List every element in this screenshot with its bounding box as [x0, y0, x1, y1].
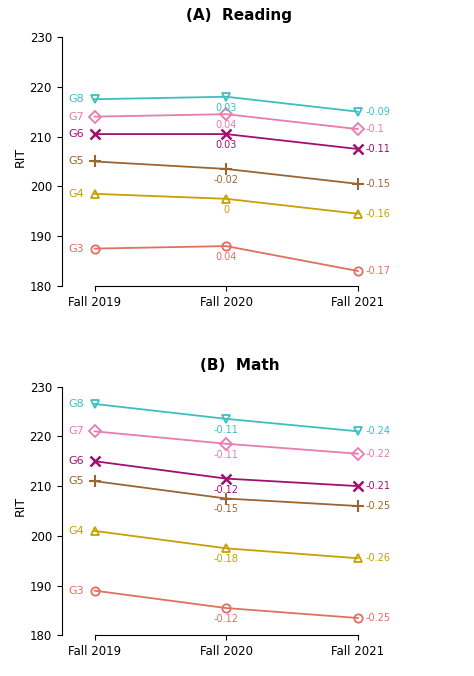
Text: 0.04: 0.04: [216, 252, 237, 262]
Text: -0.09: -0.09: [366, 107, 391, 117]
Text: G8: G8: [68, 399, 84, 409]
Text: G4: G4: [68, 526, 84, 536]
Text: -0.25: -0.25: [366, 501, 391, 511]
Text: 0.03: 0.03: [216, 140, 237, 150]
Text: G7: G7: [68, 427, 84, 436]
Text: G5: G5: [68, 476, 84, 486]
Text: -0.26: -0.26: [366, 553, 391, 563]
Text: -0.25: -0.25: [366, 613, 391, 623]
Text: 0: 0: [223, 205, 229, 215]
Text: G8: G8: [68, 94, 84, 104]
Text: G4: G4: [68, 189, 84, 199]
Text: G5: G5: [68, 156, 84, 166]
Text: -0.1: -0.1: [366, 124, 384, 134]
Text: 0.04: 0.04: [216, 120, 237, 130]
Text: -0.11: -0.11: [214, 450, 238, 460]
Text: -0.12: -0.12: [214, 485, 239, 495]
Text: -0.16: -0.16: [366, 209, 391, 219]
Text: 0.03: 0.03: [216, 103, 237, 113]
Text: G6: G6: [68, 129, 84, 139]
Text: -0.24: -0.24: [366, 427, 391, 436]
Title: (A)  Reading: (A) Reading: [186, 8, 292, 23]
Text: -0.12: -0.12: [214, 614, 239, 624]
Text: -0.18: -0.18: [214, 554, 238, 564]
Text: -0.22: -0.22: [366, 449, 391, 459]
Title: (B)  Math: (B) Math: [200, 358, 279, 372]
Text: -0.21: -0.21: [366, 481, 391, 491]
Text: -0.11: -0.11: [366, 144, 391, 154]
Text: -0.02: -0.02: [214, 175, 239, 185]
Text: -0.17: -0.17: [366, 266, 391, 276]
Text: -0.15: -0.15: [214, 504, 239, 514]
Y-axis label: RIT: RIT: [14, 147, 27, 166]
Text: G3: G3: [68, 585, 84, 596]
Text: G6: G6: [68, 456, 84, 466]
Y-axis label: RIT: RIT: [14, 496, 27, 516]
Text: -0.15: -0.15: [366, 179, 391, 189]
Text: -0.11: -0.11: [214, 425, 238, 435]
Text: G3: G3: [68, 243, 84, 254]
Text: G7: G7: [68, 112, 84, 122]
